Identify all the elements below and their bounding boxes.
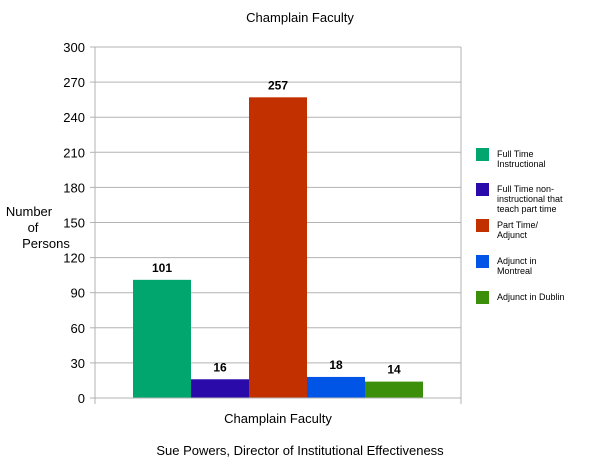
legend: Full Time Instructional Full Time non-inst… <box>476 148 565 304</box>
y-tick-label: 90 <box>71 286 85 301</box>
legend-label-line: Full Time non- <box>497 184 554 194</box>
y-tick-label: 30 <box>71 356 85 371</box>
legend-label-line: Montreal <box>497 266 532 276</box>
legend-label-line: Full Time <box>497 149 534 159</box>
legend-swatch <box>476 219 489 232</box>
y-axis-label: Number of Persons <box>6 204 70 251</box>
y-tick-label: 120 <box>63 251 85 266</box>
bar <box>365 381 423 398</box>
y-tick-label: 150 <box>63 216 85 231</box>
data-labels: 101 16 257 18 14 <box>152 78 401 376</box>
legend-label-line: Adjunct <box>497 230 528 240</box>
y-tick-label: 60 <box>71 321 85 336</box>
legend-swatch <box>476 183 489 196</box>
chart-title: Champlain Faculty <box>246 10 354 25</box>
y-axis-label-line: of <box>28 220 39 235</box>
data-label: 18 <box>329 358 343 372</box>
bar <box>249 97 307 398</box>
data-label: 257 <box>268 78 288 92</box>
bar <box>191 379 249 398</box>
y-tick-label: 180 <box>63 180 85 195</box>
legend-swatch <box>476 255 489 268</box>
bar <box>133 279 191 398</box>
y-tick-label: 240 <box>63 110 85 125</box>
legend-label-line: teach part time <box>497 204 557 214</box>
legend-label: Full Time Instructional <box>497 149 546 169</box>
y-tick-label: 0 <box>78 391 85 406</box>
x-axis-category-label: Champlain Faculty <box>224 411 332 426</box>
bar <box>307 376 365 398</box>
y-axis-label-line: Persons <box>22 236 70 251</box>
legend-label: Adjunct in Montreal <box>497 256 537 276</box>
bars <box>133 97 423 398</box>
y-axis-ticks: 0 30 60 90 120 150 180 210 240 270 300 <box>63 40 95 406</box>
legend-label-line: Adjunct in <box>497 256 537 266</box>
y-tick-label: 300 <box>63 40 85 55</box>
data-label: 16 <box>213 360 227 374</box>
legend-label-line: Instructional <box>497 159 546 169</box>
legend-label: Part Time/Adjunct <box>497 220 539 240</box>
legend-swatch <box>476 148 489 161</box>
footer-credit: Sue Powers, Director of Institutional Ef… <box>156 443 444 458</box>
legend-label-line: Part Time/ <box>497 220 539 230</box>
y-tick-label: 270 <box>63 75 85 90</box>
y-tick-label: 210 <box>63 145 85 160</box>
data-label: 101 <box>152 261 172 275</box>
legend-label-line: Adjunct in Dublin <box>497 292 565 302</box>
legend-label-line: instructional that <box>497 194 563 204</box>
legend-label: Adjunct in Dublin <box>497 292 565 302</box>
y-axis-label-line: Number <box>6 204 53 219</box>
legend-label: Full Time non-instructional that teach pa… <box>497 184 563 214</box>
legend-swatch <box>476 291 489 304</box>
data-label: 14 <box>387 363 401 377</box>
axes <box>94 47 462 404</box>
